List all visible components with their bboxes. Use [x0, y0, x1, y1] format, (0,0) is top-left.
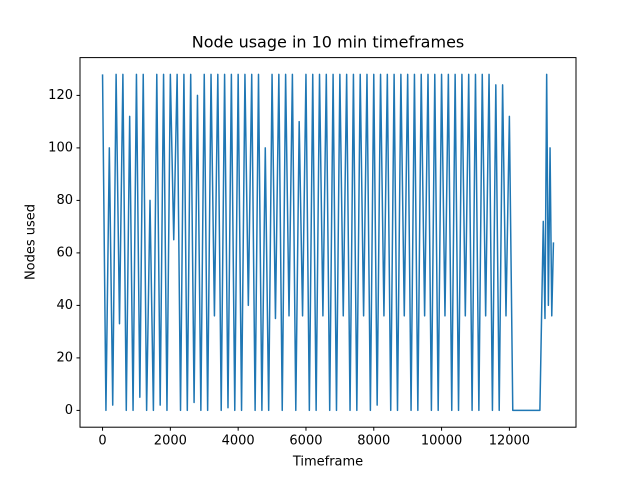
x-tick-label: 8000: [357, 434, 390, 449]
data-line: [101, 73, 555, 412]
y-tick-label: 0: [65, 403, 73, 418]
y-axis-label: Nodes used: [24, 204, 39, 280]
x-tick-label: 0: [98, 434, 106, 449]
x-tick-label: 6000: [289, 434, 322, 449]
x-tick-label: 12000: [489, 434, 530, 449]
y-tick-label: 120: [48, 88, 73, 103]
plot-frame: [79, 57, 577, 428]
x-tick-label: 10000: [421, 434, 462, 449]
y-tick-label: 20: [56, 350, 73, 365]
y-tick-label: 80: [56, 193, 73, 208]
y-tick-label: 100: [48, 140, 73, 155]
x-tick-label: 2000: [154, 434, 187, 449]
y-tick-label: 60: [56, 245, 73, 260]
chart-title: Node usage in 10 min timeframes: [192, 33, 465, 52]
y-tick-label: 40: [56, 298, 73, 313]
x-axis-label: Timeframe: [292, 455, 363, 470]
x-tick-label: 4000: [222, 434, 255, 449]
